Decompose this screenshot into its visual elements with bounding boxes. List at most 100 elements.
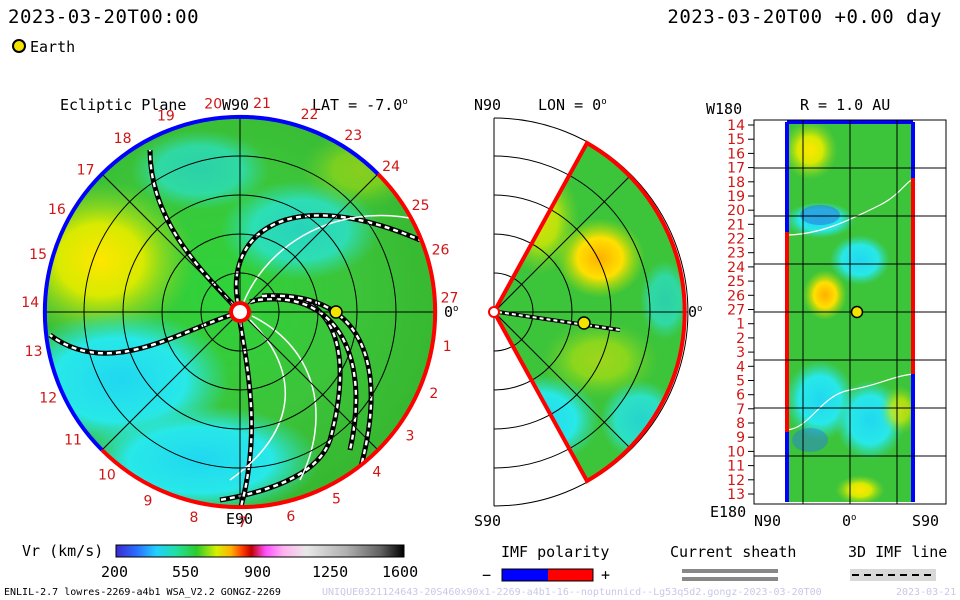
map-tick-label: 8 [736, 416, 745, 432]
map-tick-label: 7 [736, 402, 745, 418]
ring-number: 17 [77, 163, 95, 179]
map-tick-label: 11 [727, 459, 745, 475]
colorbar-tick-1: 550 [172, 563, 200, 581]
map-tick-label: 17 [727, 161, 745, 177]
map-longitude-ticks: 1415161718192021222324252627123456789101… [727, 118, 754, 503]
ring-number: 19 [157, 109, 175, 125]
map-zero-label: 0o [842, 512, 857, 530]
ecliptic-title: Ecliptic Plane [60, 96, 187, 114]
meridional-polarity-border [491, 140, 687, 484]
radius-label: R = 1.0 AU [800, 96, 891, 114]
ring-number: 22 [301, 107, 319, 123]
map-tick-label: 1 [736, 317, 745, 333]
w90-label: W90 [222, 96, 250, 114]
ecliptic-polarity-ring [42, 114, 438, 510]
map-tick-label: 3 [736, 345, 745, 361]
earth-legend: Earth [12, 38, 75, 56]
map-tick-label: 21 [727, 217, 745, 233]
e180-label: E180 [710, 503, 747, 521]
map-tick-label: 16 [727, 146, 745, 162]
w180-label: W180 [706, 100, 743, 118]
ring-number: 14 [21, 295, 39, 311]
map-tick-label: 14 [727, 118, 745, 134]
meridional-grid [493, 117, 689, 507]
e90-label: E90 [226, 510, 254, 528]
map-tick-label: 19 [727, 189, 745, 205]
lon-label: LON = 0o [538, 96, 607, 114]
map-tick-label: 23 [727, 246, 745, 262]
map-tick-label: 18 [727, 175, 745, 191]
ring-number: 4 [372, 464, 381, 480]
map-tick-label: 27 [727, 303, 745, 319]
meridional-earth-marker [577, 316, 591, 330]
map-tick-label: 12 [727, 473, 745, 489]
ring-number: 7 [238, 515, 247, 531]
ring-number: 26 [432, 242, 450, 258]
footer-right: 2023-03-21 [896, 587, 957, 598]
date-left: 2023-03-20T00:00 [8, 6, 200, 28]
sheath-swatch-2 [682, 577, 778, 581]
map-tick-label: 4 [736, 359, 745, 375]
imf-line-title: 3D IMF line [848, 543, 948, 561]
ring-number: 5 [332, 492, 341, 508]
s90-label: S90 [474, 512, 502, 530]
map-tick-label: 9 [736, 430, 745, 446]
imf-polarity-title: IMF polarity [501, 543, 610, 561]
current-sheath-title: Current sheath [670, 543, 797, 561]
ring-number: 13 [25, 344, 43, 360]
map-tick-label: 13 [727, 487, 745, 503]
map-tick-label: 15 [727, 132, 745, 148]
imf-minus-label: − [482, 566, 492, 584]
map-grid [754, 120, 946, 504]
ring-number: 2 [429, 386, 438, 402]
map-earth-marker [850, 305, 864, 319]
imf-plus-label: + [601, 566, 611, 584]
colorbar-tick-2: 900 [244, 563, 272, 581]
vr-colorbar [115, 544, 405, 558]
map-tick-label: 26 [727, 288, 745, 304]
sun-marker [229, 301, 251, 323]
ring-number: 11 [64, 432, 82, 448]
ring-number: 1 [443, 339, 452, 355]
ring-number: 23 [344, 128, 362, 144]
ecliptic-earth-marker [329, 305, 343, 319]
colorbar-tick-4: 1600 [382, 563, 419, 581]
ring-number: 16 [48, 202, 66, 218]
footer-left: ENLIL-2.7 lowres-2269-a4b1 WSA_V2.2 GONG… [4, 587, 281, 598]
ring-number: 8 [190, 510, 199, 526]
ring-number: 18 [114, 131, 132, 147]
ecliptic-zero-label: 0o [444, 303, 459, 321]
sheath-swatch-1 [682, 569, 778, 573]
map-s90-label: S90 [912, 512, 940, 530]
map-tick-label: 6 [736, 388, 745, 404]
map-n90-label: N90 [754, 512, 782, 530]
date-right: 2023-03-20T00 +0.00 day [667, 6, 942, 28]
ring-number: 25 [412, 198, 430, 214]
ring-number: 9 [143, 494, 152, 510]
colorbar-tick-0: 200 [101, 563, 129, 581]
imf-plus-swatch [548, 569, 593, 581]
imf-minus-swatch [502, 569, 548, 581]
ecliptic-sheath-lines [48, 149, 421, 507]
colorbar-label: Vr (km/s) [22, 542, 104, 560]
ring-number: 3 [405, 428, 414, 444]
map-tick-label: 5 [736, 374, 745, 390]
ring-number: 12 [39, 390, 57, 406]
footer-center: UNIQUE0321124643-20S460x90x1-2269-a4b1-1… [322, 587, 822, 598]
ring-number: 15 [29, 247, 47, 263]
earth-icon [12, 39, 26, 53]
map-tick-label: 20 [727, 203, 745, 219]
map-tick-label: 22 [727, 232, 745, 248]
lat-label: LAT = -7.0o [312, 96, 408, 114]
n90-label: N90 [474, 96, 502, 114]
ring-number: 27 [441, 290, 459, 306]
map-tick-label: 10 [727, 444, 745, 460]
colorbar-tick-3: 1250 [312, 563, 349, 581]
ring-number: 6 [286, 509, 295, 525]
ring-number: 24 [382, 159, 400, 175]
earth-legend-label: Earth [30, 38, 76, 56]
map-tick-label: 2 [736, 331, 745, 347]
ring-number: 21 [253, 96, 271, 112]
